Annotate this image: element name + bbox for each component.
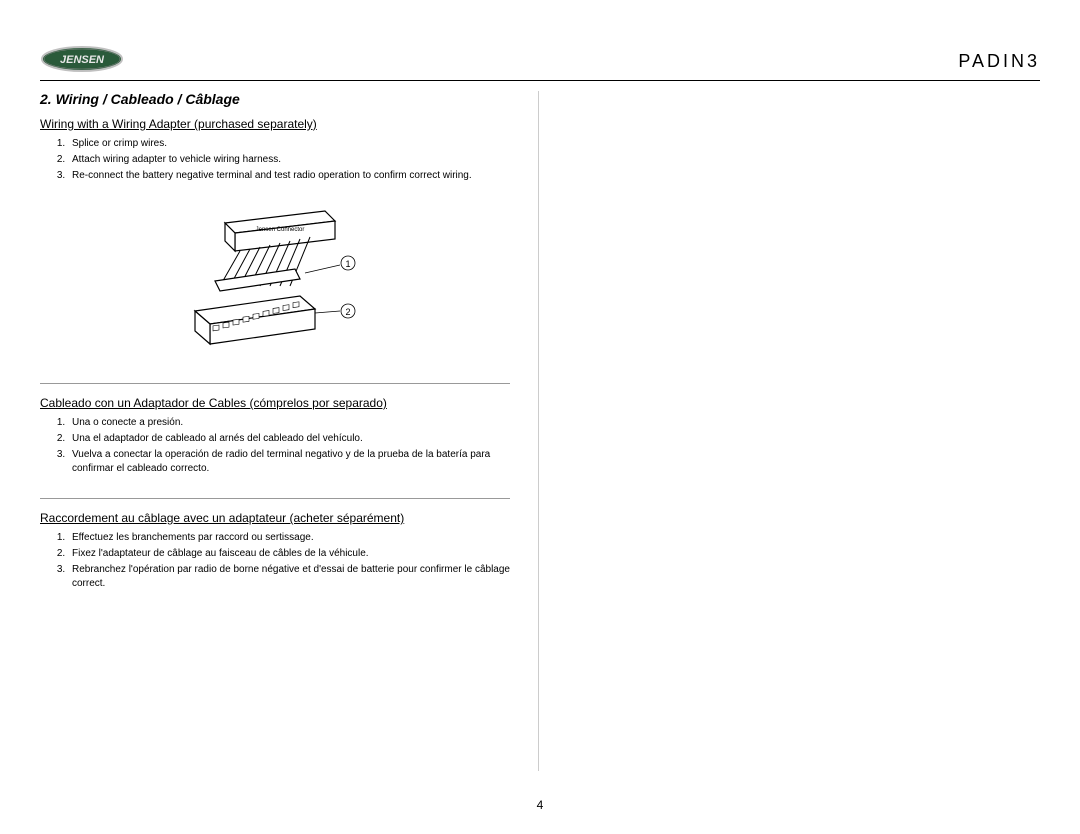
model-number: PADIN3 [958,51,1040,72]
content-columns: 2. Wiring / Cableado / Câblage Wiring wi… [40,91,1040,771]
spanish-step-1: Una o conecte a presión. [68,416,510,430]
language-divider-2 [40,498,510,499]
french-subtitle: Raccordement au câblage avec un adaptate… [40,511,510,525]
header-divider [40,80,1040,81]
french-step-3: Rebranchez l'opération par radio de born… [68,563,510,591]
column-divider [538,91,539,771]
callout-2-text: 2 [345,307,350,317]
spanish-step-2: Una el adaptador de cableado al arnés de… [68,432,510,446]
connector-diagram: Jensen Connector [40,203,510,358]
spanish-step-3: Vuelva a conectar la operación de radio … [68,448,510,476]
english-step-3: Re-connect the battery negative terminal… [68,169,510,183]
right-column [530,91,1020,771]
english-subtitle: Wiring with a Wiring Adapter (purchased … [40,117,510,131]
brand-logo: JENSEN [40,45,124,78]
english-steps: Splice or crimp wires. Attach wiring ada… [40,137,510,183]
english-step-1: Splice or crimp wires. [68,137,510,151]
french-step-2: Fixez l'adaptateur de câblage au faiscea… [68,547,510,561]
french-step-1: Effectuez les branchements par raccord o… [68,531,510,545]
section-title: 2. Wiring / Cableado / Câblage [40,91,510,107]
connector-label-text: Jensen Connector [256,227,305,233]
language-divider-1 [40,383,510,384]
page-number: 4 [0,798,1080,812]
header-row: JENSEN PADIN3 [40,45,1040,78]
left-column: 2. Wiring / Cableado / Câblage Wiring wi… [40,91,530,771]
english-step-2: Attach wiring adapter to vehicle wiring … [68,153,510,167]
page-container: JENSEN PADIN3 2. Wiring / Cableado / Câb… [0,0,1080,834]
french-steps: Effectuez les branchements par raccord o… [40,531,510,591]
spanish-steps: Una o conecte a presión. Una el adaptado… [40,416,510,476]
svg-text:JENSEN: JENSEN [60,54,105,66]
callout-1-text: 1 [345,259,350,269]
spanish-subtitle: Cableado con un Adaptador de Cables (cóm… [40,396,510,410]
